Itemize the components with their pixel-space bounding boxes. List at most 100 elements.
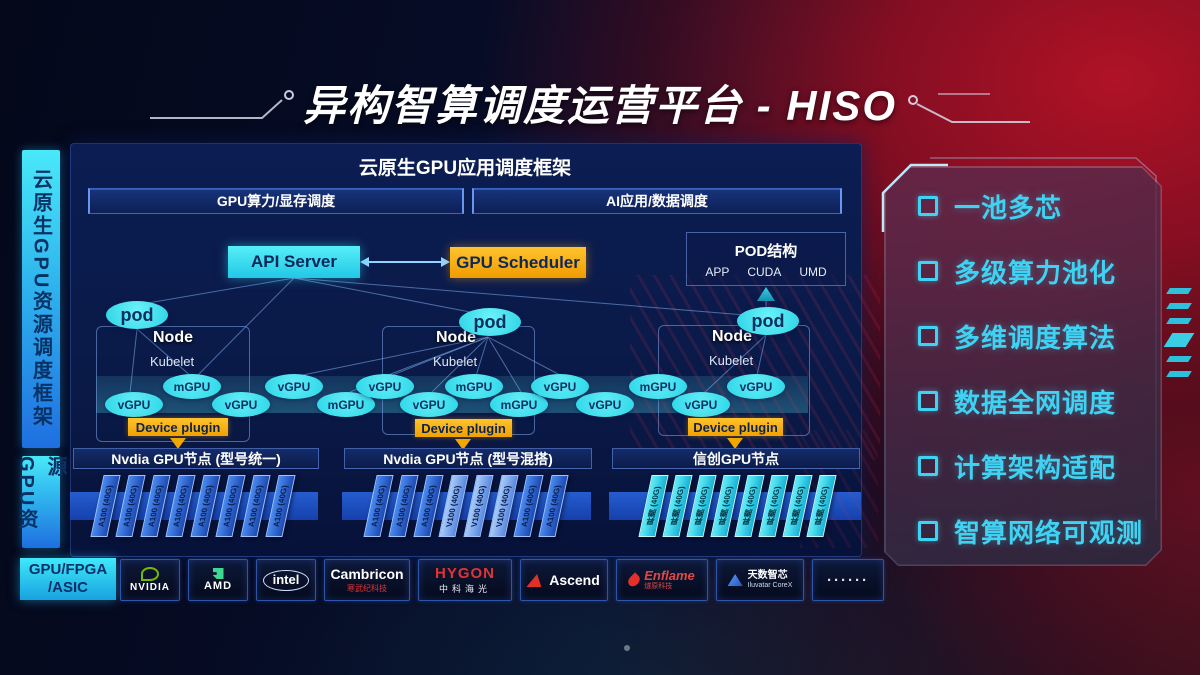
iluvatar-logo-text: 天数智芯 [747, 570, 788, 582]
vendor-category-line2: /ASIC [47, 579, 88, 596]
gpu-card-label: 昇腾 (40G) [788, 486, 807, 526]
gpu-card-label: A100 (40G) [96, 485, 115, 527]
gpu-unit-ellipse: mGPU [490, 392, 548, 417]
gpu-card: V100 (40G) [488, 475, 519, 537]
feature-item: 一池多芯 [918, 188, 1143, 224]
gpu-card-label: V100 (40G) [444, 485, 463, 527]
scheduler-bar-gpu: GPU算力/显存调度 [88, 188, 464, 214]
gpu-card: A100 (40G) [513, 475, 544, 537]
scheduler-bar-gpu-label: GPU算力/显存调度 [216, 193, 336, 209]
gpu-unit-ellipse: vGPU [356, 374, 414, 399]
gpu-card-label: A100 (40G) [271, 485, 290, 527]
slash-mark-icon [1166, 288, 1192, 294]
gpu-card: A100 (40G) [140, 475, 171, 537]
hygon-sub-text: 中科海光 [438, 584, 491, 594]
slash-decoration [1163, 288, 1195, 377]
pod-ellipse: pod [737, 307, 799, 335]
vendor-tile-dots: ······ [812, 559, 884, 601]
gpu-card-label: A100 (40G) [146, 485, 165, 527]
device-plugin-box-3: Device plugin [688, 418, 783, 436]
kubelet-label-2: Kubelet [433, 354, 478, 369]
gpu-card-label: 昇腾 (40G) [812, 486, 831, 526]
amd-logo-text: AMD [203, 580, 233, 592]
slash-mark-icon [1166, 303, 1192, 309]
gpu-unit-ellipse: vGPU [672, 392, 730, 417]
feature-label: 多级算力池化 [954, 257, 1117, 288]
pod-ellipse: pod [106, 301, 168, 329]
vendor-tile-hygon: HYGON 中科海光 [418, 559, 512, 601]
kubelet-label-1: Kubelet [150, 354, 195, 369]
feature-list: 一池多芯 多级算力池化 多维调度算法 数据全网调度 计算架构适配 智算网络可观测 [918, 188, 1143, 549]
feature-item: 数据全网调度 [918, 383, 1143, 419]
gpu-card-label: A100 (40G) [544, 485, 563, 527]
gpu-card-label: V100 (40G) [469, 485, 488, 527]
iluvatar-sub-text: Iluvatar CoreX [747, 581, 793, 589]
gpu-card: A100 (40G) [115, 475, 146, 537]
pod-structure-title: POD结构 [734, 242, 798, 260]
api-server-box: API Server [228, 246, 360, 278]
gpu-card-label: V100 (40G) [494, 485, 513, 527]
scheduler-bar-ai-label: AI应用/数据调度 [606, 193, 708, 209]
gpu-card: A100 (40G) [190, 475, 221, 537]
pod-structure-item-app: APP [705, 264, 730, 279]
gpu-scheduler-box: GPU Scheduler [450, 247, 586, 278]
checkbox-bullet-icon [918, 196, 938, 216]
gpu-unit-ellipse: mGPU [629, 374, 687, 399]
vendor-tile-ascend: Ascend [520, 559, 608, 601]
vendor-tile-nvidia: NVIDIA [120, 559, 180, 601]
enflame-sub-text: 燧原科技 [644, 583, 673, 591]
device-plugin-arrow-icon-1 [170, 438, 186, 449]
feature-label: 计算架构适配 [954, 452, 1117, 483]
node-label-1: Node [153, 329, 193, 346]
gpu-card-label: A100 (40G) [246, 485, 265, 527]
gpu-card: V100 (40G) [463, 475, 494, 537]
checkbox-bullet-icon [918, 261, 938, 281]
gpu-unit-ellipse: vGPU [105, 392, 163, 417]
vendor-tile-amd: AMD [188, 559, 248, 601]
nvidia-logo-icon [141, 567, 159, 581]
pod-structure-item-cuda: CUDA [747, 264, 782, 279]
enflame-logo-icon [626, 571, 643, 589]
pod-structure-box: POD结构 APP CUDA UMD [686, 232, 846, 286]
amd-logo-icon [212, 568, 224, 579]
gpu-card: A100 (40G) [215, 475, 246, 537]
feature-panel [884, 166, 1162, 566]
gpu-card-row: A100 (40G) A100 (40G) A100 (40G) V100 (40G)… [363, 475, 569, 537]
checkbox-bullet-icon [918, 456, 938, 476]
gpu-unit-ellipse: mGPU [317, 392, 375, 417]
vendor-tile-enflame: Enflame 燧原科技 [616, 559, 708, 601]
footer-dot [624, 645, 630, 651]
gpu-unit-ellipse: vGPU [212, 392, 270, 417]
gpu-card: A100 (40G) [165, 475, 196, 537]
ascend-logo-icon [527, 574, 545, 587]
sidebar-label-framework: 云原生GPU资源调度框架 [22, 150, 60, 448]
gpu-card-label: A100 (40G) [171, 485, 190, 527]
gpu-card-row: 昇腾 (40G) 昇腾 (40G) 昇腾 (40G) 昇腾 (40G) 昇腾 (40G)… [638, 475, 837, 537]
vendor-tiles: NVIDIA AMD intel Cambricon 寒武纪科技 HYGON 中科海光 Asc… [120, 559, 884, 601]
gpu-unit-ellipse: vGPU [576, 392, 634, 417]
gpu-unit-ellipse: mGPU [445, 374, 503, 399]
gpu-card: A100 (40G) [240, 475, 271, 537]
feature-item: 计算架构适配 [918, 448, 1143, 484]
cambricon-logo-text: Cambricon [330, 566, 404, 582]
checkbox-bullet-icon [918, 521, 938, 541]
feature-item: 多维调度算法 [918, 318, 1143, 354]
gpu-node-title-1: Nvdia GPU节点 (型号统一) [73, 448, 319, 469]
iluvatar-text-block: 天数智芯 Iluvatar CoreX [748, 570, 793, 590]
gpu-card: A100 (40G) [413, 475, 444, 537]
gpu-card-label: A100 (40G) [121, 485, 140, 527]
vendor-tile-iluvatar: 天数智芯 Iluvatar CoreX [716, 559, 804, 601]
gpu-card-label: A100 (40G) [196, 485, 215, 527]
feature-label: 数据全网调度 [954, 387, 1117, 418]
sidebar-label-gpu-resource: GPU资源 [15, 456, 66, 548]
vendor-category-label: GPU/FPGA /ASIC [20, 558, 116, 600]
vendor-tile-intel: intel [256, 559, 316, 601]
device-plugin-arrow-icon-3 [727, 438, 743, 449]
gpu-card-label: 昇腾 (40G) [668, 486, 687, 526]
device-plugin-box-2: Device plugin [415, 419, 512, 437]
cambricon-sub-text: 寒武纪科技 [347, 584, 387, 593]
vendor-category-line1: GPU/FPGA [28, 561, 108, 578]
page-title: 异构智算调度运营平台 - HISO [302, 82, 897, 129]
gpu-node-title-3: 信创GPU节点 [612, 448, 860, 469]
gpu-card-label: A100 (40G) [394, 485, 413, 527]
